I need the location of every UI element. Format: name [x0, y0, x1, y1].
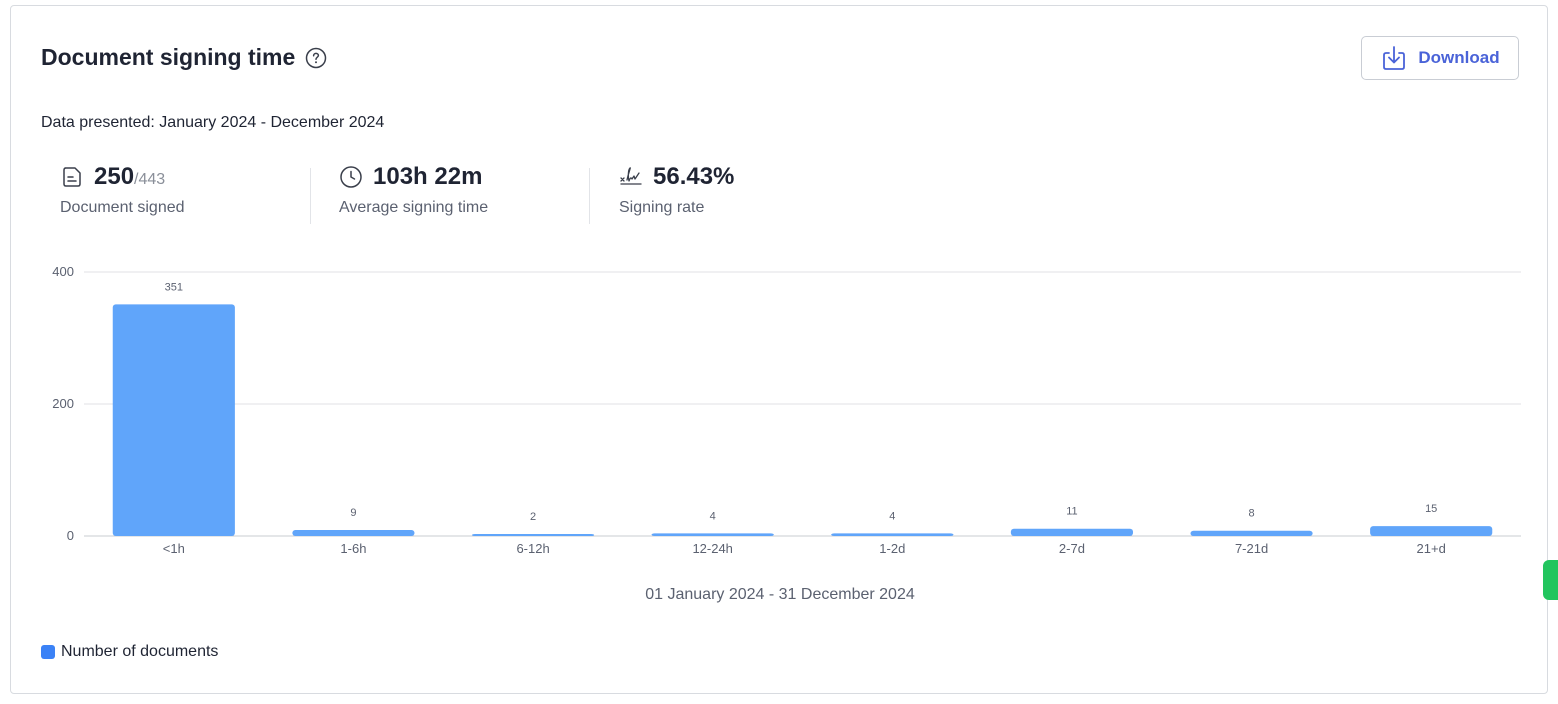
- chart-bar[interactable]: [112, 304, 235, 536]
- download-button[interactable]: Download: [1361, 36, 1519, 80]
- chart-bar[interactable]: [1190, 530, 1313, 536]
- legend-label: Number of documents: [61, 643, 219, 660]
- download-label: Download: [1418, 48, 1500, 67]
- bar-chart: 0 200 400 351 <1h 9 1-6h 2 6-12h 4 12-24h 4 1-2d 11 2-…: [52, 264, 1521, 556]
- download-tray-icon: [1380, 44, 1408, 72]
- chart-bar[interactable]: [471, 534, 595, 536]
- y-tick-label: 0: [67, 528, 74, 543]
- stat-average-signing-time: 103h 22m Average signing time: [339, 163, 488, 229]
- x-tick-label: 1-2d: [879, 541, 905, 556]
- x-tick-label: 7-21d: [1235, 541, 1268, 556]
- chart-bar[interactable]: [651, 533, 774, 536]
- signing-rate-label: Signing rate: [619, 199, 705, 216]
- chat-widget-button[interactable]: [1543, 560, 1558, 600]
- stat-signing-rate: 56.43% Signing rate: [619, 163, 734, 229]
- bar-value-label: 2: [530, 511, 536, 523]
- x-tick-label: <1h: [163, 541, 185, 556]
- title-row: Document signing time: [41, 44, 327, 71]
- stat-documents-signed: 250/443 Document signed: [60, 163, 185, 229]
- x-tick-label: 1-6h: [340, 541, 366, 556]
- bar-value-label: 8: [1249, 508, 1255, 520]
- x-tick-label: 2-7d: [1059, 541, 1085, 556]
- bar-value-label: 4: [889, 510, 895, 522]
- bar-value-label: 11: [1066, 506, 1077, 518]
- y-tick-label: 400: [52, 264, 74, 279]
- page-title: Document signing time: [41, 44, 296, 70]
- bar-value-label: 15: [1425, 503, 1437, 515]
- average-signing-time-label: Average signing time: [339, 199, 489, 216]
- x-tick-label: 12-24h: [692, 541, 732, 556]
- x-tick-label: 21+d: [1417, 541, 1446, 556]
- legend-swatch: [41, 645, 55, 659]
- bar-value-label: 351: [165, 281, 183, 293]
- data-presented-text: Data presented: January 2024 - December …: [41, 114, 385, 131]
- bar-value-label: 9: [350, 507, 356, 519]
- documents-total-value: /443: [134, 171, 166, 188]
- signing-rate-value: 56.43%: [653, 163, 735, 190]
- signing-time-card: Document signing time Download Data pres…: [10, 5, 1548, 694]
- chart-bar[interactable]: [1010, 528, 1134, 536]
- chart-date-range: 01 January 2024 - 31 December 2024: [645, 586, 915, 603]
- average-signing-time-value: 103h 22m: [373, 163, 483, 190]
- question-circle-icon[interactable]: [305, 47, 327, 69]
- y-tick-label: 200: [52, 396, 74, 411]
- stat-divider: [310, 168, 311, 224]
- document-icon: [60, 165, 84, 189]
- x-tick-label: 6-12h: [516, 541, 549, 556]
- bar-value-label: 4: [710, 510, 716, 522]
- clock-icon: [339, 165, 363, 189]
- chart-legend[interactable]: Number of documents: [41, 643, 218, 661]
- stat-divider: [589, 168, 590, 224]
- documents-signed-label: Document signed: [60, 199, 185, 216]
- chart-bar[interactable]: [292, 530, 415, 536]
- chart-bar[interactable]: [831, 533, 954, 536]
- signature-icon: [619, 165, 643, 189]
- chart-bar[interactable]: [1370, 526, 1493, 536]
- documents-signed-value: 250: [94, 163, 135, 190]
